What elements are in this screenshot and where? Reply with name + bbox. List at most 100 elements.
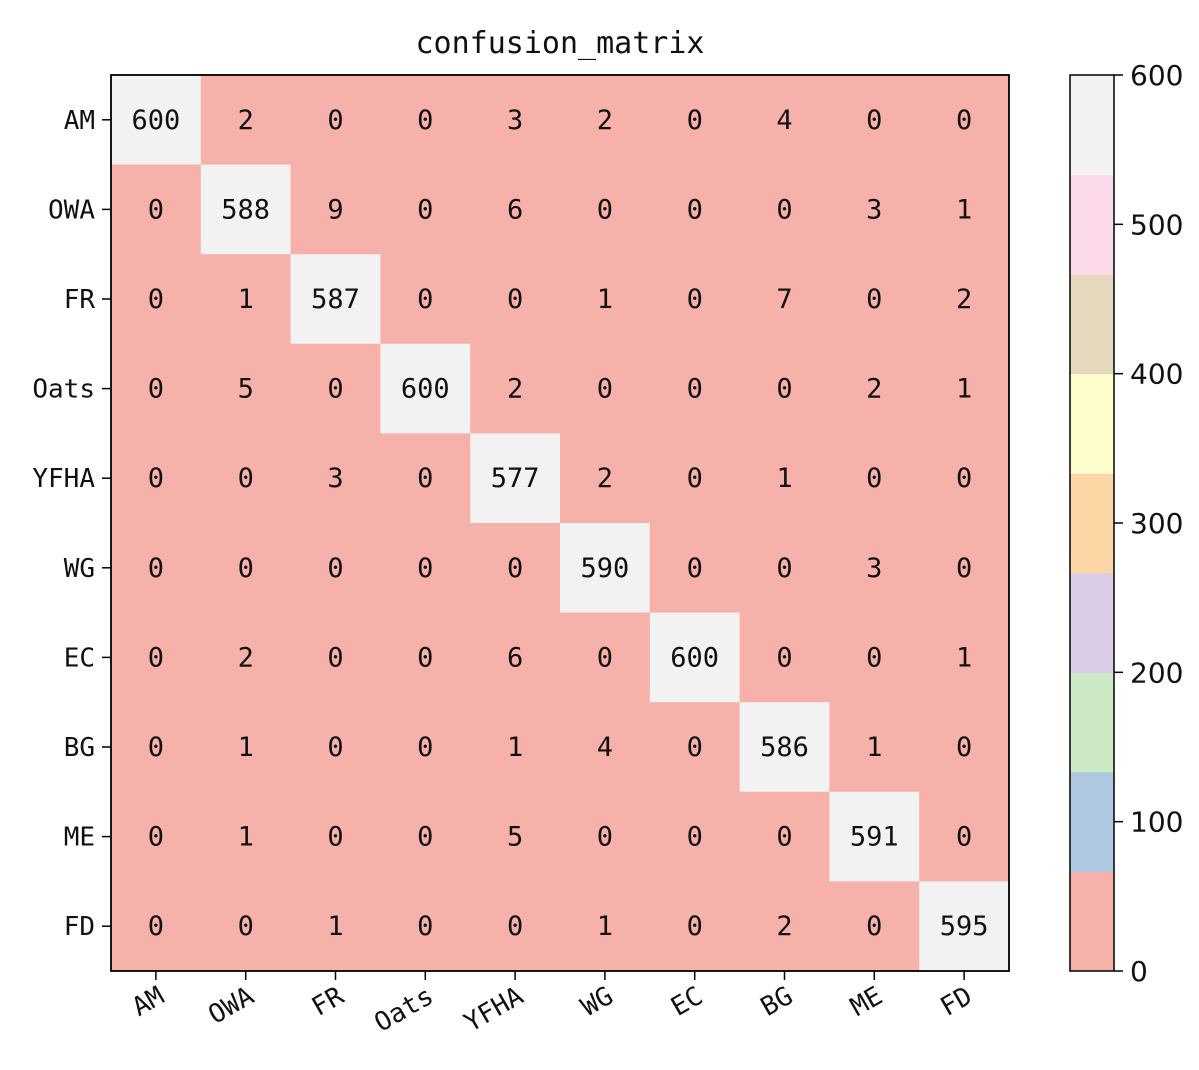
heatmap-cell xyxy=(470,612,561,703)
cell-value-label: 0 xyxy=(417,642,433,673)
cell-value-label: 3 xyxy=(866,553,882,584)
cell-value-label: 0 xyxy=(238,553,254,584)
heatmap-cell xyxy=(739,881,830,972)
heatmap-cell xyxy=(470,164,561,255)
heatmap-cell xyxy=(739,612,830,703)
x-tick-label: Oats xyxy=(370,981,439,1038)
cell-value-label: 0 xyxy=(776,194,792,225)
y-tick-label: FD xyxy=(64,912,95,942)
cell-value-label: 0 xyxy=(687,463,703,494)
cell-value-label: 1 xyxy=(597,284,613,315)
heatmap-cell xyxy=(739,75,830,166)
heatmap-cell xyxy=(470,433,561,524)
cell-value-label: 0 xyxy=(417,463,433,494)
heatmap-cell xyxy=(560,164,651,255)
heatmap-cell xyxy=(470,881,561,972)
cell-value-label: 0 xyxy=(148,284,164,315)
cell-value-label: 6 xyxy=(507,194,523,225)
cell-value-label: 1 xyxy=(776,463,792,494)
y-tick-label: ME xyxy=(64,823,95,853)
heatmap-cell xyxy=(470,523,561,614)
cell-value-label: 2 xyxy=(866,374,882,405)
heatmap-cell xyxy=(649,433,741,524)
cell-value-label: 7 xyxy=(776,284,792,315)
heatmap-cell xyxy=(380,164,471,255)
heatmap-cell xyxy=(739,702,830,793)
cell-value-label: 0 xyxy=(507,553,523,584)
y-tick-label: FR xyxy=(64,285,96,315)
cell-value-label: 1 xyxy=(327,911,343,942)
cell-value-label: 9 xyxy=(327,194,343,225)
cell-value-label: 0 xyxy=(507,911,523,942)
cell-value-label: 0 xyxy=(597,194,613,225)
cell-value-label: 2 xyxy=(507,374,523,405)
heatmap-cell xyxy=(829,433,920,524)
heatmap-cell xyxy=(829,791,920,882)
cell-value-label: 0 xyxy=(148,374,164,405)
cell-value-label: 2 xyxy=(956,284,972,315)
y-tick-label: WG xyxy=(64,554,95,584)
cell-value-label: 0 xyxy=(687,105,703,136)
cell-value-label: 2 xyxy=(238,105,254,136)
heatmap-frame xyxy=(110,74,1010,972)
heatmap-cell xyxy=(829,881,920,972)
heatmap-cell xyxy=(290,254,381,345)
heatmap-cell xyxy=(919,702,1010,793)
heatmap-cell xyxy=(380,881,471,972)
x-tick-label: EC xyxy=(666,981,708,1023)
colorbar-segment xyxy=(1070,572,1114,673)
heatmap-cell xyxy=(649,523,741,614)
heatmap-cell xyxy=(111,881,202,972)
cell-value-label: 587 xyxy=(311,284,360,315)
y-tick-label: BG xyxy=(64,733,95,763)
heatmap-cell xyxy=(739,791,830,882)
heatmap-cell xyxy=(200,254,292,345)
cell-value-label: 1 xyxy=(956,374,972,405)
cell-value-label: 0 xyxy=(417,284,433,315)
cell-value-label: 0 xyxy=(327,642,343,673)
colorbar-tick-label: 200 xyxy=(1130,656,1183,689)
y-axis: AM OWA FR Oats YFHA WG EC BG ME FD xyxy=(32,106,111,942)
heatmap-cell xyxy=(829,612,920,703)
cell-value-label: 2 xyxy=(597,105,613,136)
heatmap-cell xyxy=(919,881,1010,972)
cell-value-label: 2 xyxy=(238,642,254,673)
heatmap-cell xyxy=(649,164,741,255)
heatmap-cell xyxy=(380,702,471,793)
heatmap-cell xyxy=(290,75,381,166)
heatmap-cell xyxy=(649,343,741,434)
heatmap-cell xyxy=(649,75,741,166)
cell-value-label: 0 xyxy=(417,553,433,584)
x-tick-label: AM xyxy=(127,981,169,1023)
cell-value-label: 0 xyxy=(687,194,703,225)
cell-value-label: 2 xyxy=(776,911,792,942)
heatmap-cell xyxy=(200,791,292,882)
x-tick-label: FR xyxy=(307,981,349,1023)
cell-value-label: 0 xyxy=(238,911,254,942)
cell-value-label: 0 xyxy=(327,374,343,405)
y-tick-label: AM xyxy=(64,106,95,136)
cell-value-label: 0 xyxy=(866,911,882,942)
cell-value-label: 0 xyxy=(687,374,703,405)
cell-value-label: 590 xyxy=(581,553,630,584)
cell-value-label: 5 xyxy=(507,822,523,853)
heatmap-cell xyxy=(560,343,651,434)
cell-value-label: 0 xyxy=(956,105,972,136)
x-tick-label: WG xyxy=(576,981,618,1023)
cell-value-label: 588 xyxy=(221,194,270,225)
heatmap-cell xyxy=(470,702,561,793)
heatmap-cell xyxy=(470,75,561,166)
heatmap-cell xyxy=(560,433,651,524)
colorbar-tick-label: 500 xyxy=(1130,208,1183,241)
heatmap-cell xyxy=(649,254,741,345)
colorbar-segment xyxy=(1070,274,1114,375)
cell-value-label: 0 xyxy=(327,105,343,136)
heatmap-cell xyxy=(470,791,561,882)
cell-value-label: 586 xyxy=(760,732,809,763)
heatmap-cell xyxy=(200,881,292,972)
cell-value-label: 0 xyxy=(148,732,164,763)
heatmap-cell xyxy=(111,164,202,255)
cell-value-label: 4 xyxy=(597,732,613,763)
cell-value-label: 595 xyxy=(940,911,989,942)
cell-value-label: 0 xyxy=(148,553,164,584)
